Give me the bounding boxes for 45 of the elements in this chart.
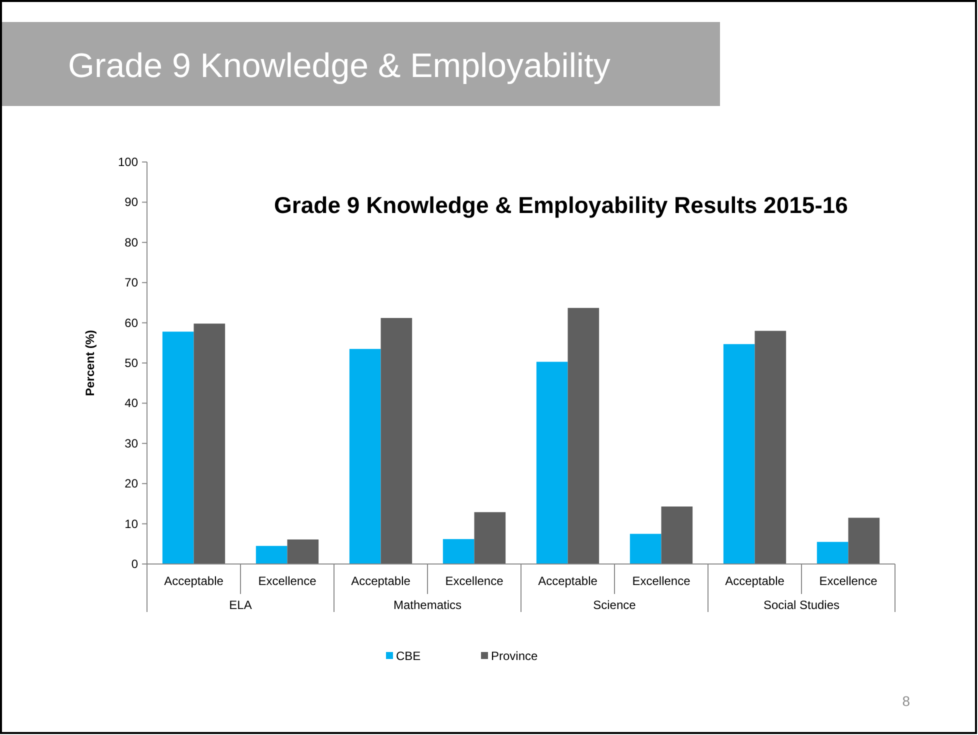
x-tick-label: Acceptable: [538, 574, 598, 588]
bar: [630, 534, 662, 564]
x-tick-label: Acceptable: [164, 574, 224, 588]
bar: [194, 324, 226, 564]
x-tick-label: Acceptable: [351, 574, 411, 588]
y-tick-label: 60: [124, 316, 138, 330]
y-tick-label: 80: [124, 235, 138, 250]
text: 8: [902, 693, 910, 709]
y-axis-title: Percent (%): [83, 330, 97, 396]
bar: [536, 362, 568, 564]
bar: [256, 546, 288, 564]
x-tick-label: Excellence: [632, 574, 691, 588]
legend-label: Province: [491, 649, 538, 663]
x-tick-label: Excellence: [258, 574, 317, 588]
y-tick-label: 50: [124, 356, 138, 370]
y-tick-label: 10: [124, 516, 138, 531]
bar: [568, 308, 600, 564]
bar: [723, 344, 755, 564]
bar: [287, 539, 319, 564]
x-tick-label: Acceptable: [725, 574, 785, 588]
x-tick-label: Excellence: [819, 574, 878, 588]
y-tick-label: 0: [131, 557, 138, 571]
bar: [661, 506, 693, 564]
y-tick-label: 90: [124, 195, 138, 210]
text: Social Studies: [763, 598, 840, 612]
text: Science: [593, 598, 636, 612]
legend-label: CBE: [396, 649, 421, 663]
bar: [349, 348, 381, 564]
bar: [848, 518, 880, 564]
text: Grade 9 Knowledge & Employability Results 2015-16: [274, 192, 848, 218]
y-tick-label: 70: [124, 276, 138, 290]
y-tick-label: 40: [124, 396, 138, 410]
bar: [816, 542, 848, 564]
y-tick-label: 20: [124, 476, 138, 491]
text: Mathematics: [393, 598, 462, 612]
y-tick-label: 30: [124, 436, 138, 450]
bar: [754, 330, 786, 564]
bar: [380, 318, 412, 564]
bar: [162, 332, 194, 564]
chart-subtitle: Grade 9 Knowledge & Employability: [68, 47, 610, 85]
text: ELA: [229, 598, 252, 612]
bar: [474, 512, 506, 564]
x-tick-label: Excellence: [445, 574, 504, 588]
y-tick-label: 100: [118, 155, 138, 169]
bar: [442, 539, 474, 564]
